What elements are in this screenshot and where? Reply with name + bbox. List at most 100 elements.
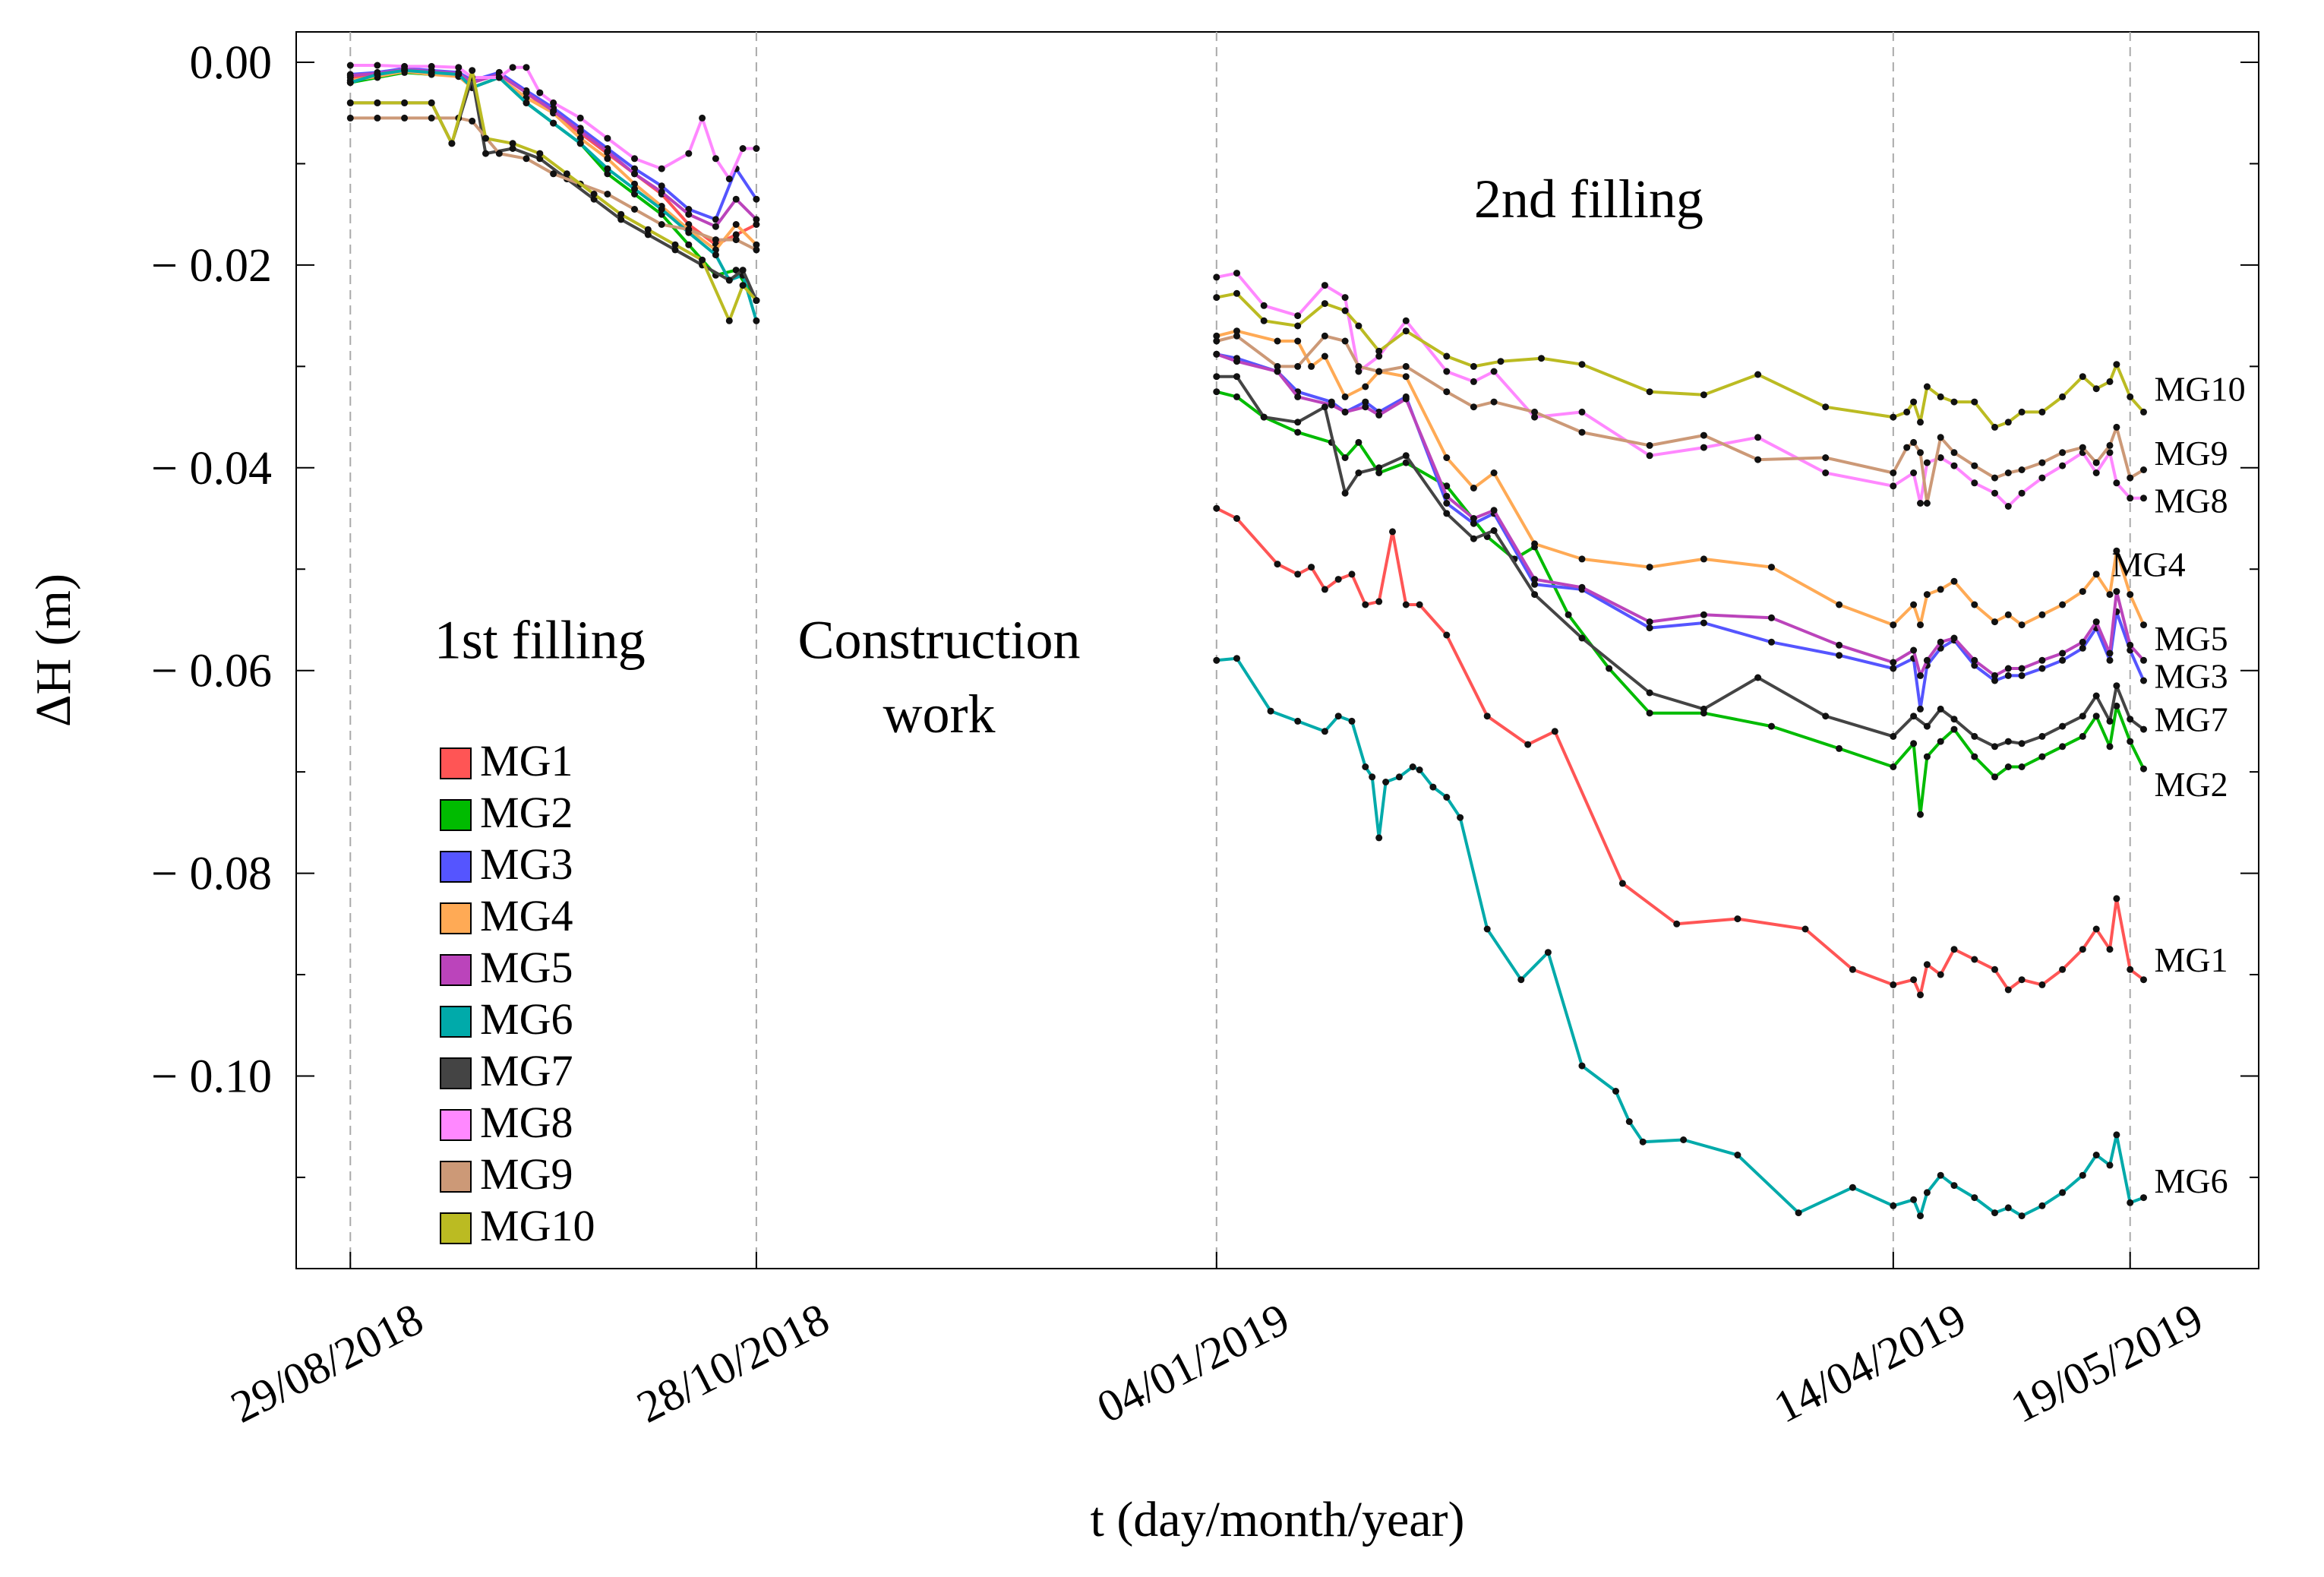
phase-divider-lines — [349, 32, 2131, 1269]
data-point — [2038, 981, 2046, 988]
data-point — [1734, 1152, 1741, 1158]
data-point — [1971, 732, 1978, 740]
data-point — [2140, 621, 2147, 629]
data-point — [1490, 527, 1498, 534]
data-point — [346, 99, 354, 106]
series-line-MG6-0 — [349, 68, 758, 321]
series-MG2 — [346, 68, 2147, 818]
data-point — [2004, 611, 2012, 618]
y-axis-label: ΔH (m) — [26, 574, 81, 727]
data-point — [401, 62, 409, 70]
data-point — [536, 89, 544, 96]
legend-label-MG4: MG4 — [480, 891, 573, 940]
data-point — [739, 267, 747, 274]
data-point — [1937, 738, 1944, 745]
data-point — [1890, 981, 1897, 988]
data-point — [374, 99, 381, 106]
data-point — [2113, 1131, 2120, 1139]
data-point — [1565, 611, 1572, 618]
y-tick-label-0: 0.00 — [190, 37, 273, 89]
data-point — [1213, 656, 1220, 664]
data-point — [509, 145, 516, 152]
data-point — [1375, 368, 1383, 375]
end-label-MG2: MG2 — [2155, 765, 2228, 804]
data-point — [732, 231, 740, 239]
data-point — [1321, 300, 1328, 308]
data-point — [1260, 317, 1268, 324]
data-point — [1768, 564, 1775, 571]
data-point — [658, 188, 665, 196]
legend-swatch-MG5 — [440, 954, 472, 986]
data-point — [1646, 441, 1653, 449]
data-point — [1578, 361, 1586, 368]
legend-label-MG6: MG6 — [480, 994, 573, 1044]
data-point — [1991, 677, 1998, 684]
data-point — [536, 155, 544, 163]
data-point — [1700, 705, 1707, 713]
x-tick-label-4: 19/05/2019 — [2003, 1294, 2211, 1433]
data-point — [1578, 408, 1586, 416]
data-point — [1971, 956, 1978, 963]
data-point — [2092, 1152, 2100, 1158]
data-point — [1950, 577, 1958, 585]
data-point — [1646, 388, 1653, 396]
data-point — [1917, 500, 1924, 507]
data-point — [1917, 991, 1924, 999]
data-point — [2038, 474, 2046, 482]
data-point — [1680, 1136, 1688, 1143]
data-point — [1612, 1088, 1619, 1095]
data-point — [495, 150, 503, 157]
data-point — [1233, 393, 1240, 400]
legend-label-MG5: MG5 — [480, 943, 573, 992]
data-point — [1233, 655, 1240, 662]
data-point — [2004, 503, 2012, 510]
data-point — [617, 216, 625, 223]
data-point — [699, 256, 706, 264]
data-point — [1646, 564, 1653, 571]
data-point — [1321, 728, 1328, 735]
data-point — [1910, 601, 1918, 608]
data-point — [1917, 705, 1924, 713]
data-point — [1754, 456, 1762, 463]
data-point — [1991, 1209, 1998, 1217]
data-point — [1937, 434, 1944, 441]
data-point — [1375, 834, 1383, 842]
data-point — [1375, 469, 1383, 476]
annotation-3: 2nd filling — [1474, 169, 1704, 229]
data-point — [1375, 598, 1383, 605]
data-point — [644, 226, 652, 233]
data-point — [1213, 332, 1220, 340]
data-point — [428, 68, 435, 76]
data-point — [2059, 449, 2067, 457]
data-point — [2079, 732, 2086, 740]
data-point — [1321, 352, 1328, 360]
data-point — [1923, 459, 1931, 466]
data-point — [631, 155, 638, 163]
data-point — [1355, 322, 1363, 330]
data-point — [1700, 431, 1707, 439]
data-point — [1971, 462, 1978, 469]
data-point — [753, 317, 760, 324]
data-point — [1470, 403, 1477, 411]
data-point — [1443, 500, 1451, 507]
data-point — [1362, 403, 1369, 411]
data-point — [2038, 753, 2046, 760]
annotation-0: 1st filling — [434, 610, 646, 671]
end-label-MG7: MG7 — [2155, 700, 2228, 739]
data-point — [2092, 385, 2100, 393]
data-point — [685, 226, 693, 233]
data-point — [1903, 408, 1911, 416]
data-point — [1910, 976, 1918, 984]
data-point — [2038, 611, 2046, 618]
data-point — [732, 236, 740, 244]
data-point — [523, 89, 530, 96]
data-point — [1910, 469, 1918, 476]
phase-annotations: 1st filling Construction work 2nd filling — [434, 169, 1704, 744]
legend-swatch-MG1 — [440, 747, 472, 779]
data-point — [1849, 1184, 1856, 1191]
y-tick-label-2: − 0.04 — [151, 443, 272, 495]
data-point — [1355, 368, 1363, 375]
data-point — [2079, 638, 2086, 646]
data-point — [1578, 555, 1586, 563]
data-point — [2140, 765, 2147, 773]
